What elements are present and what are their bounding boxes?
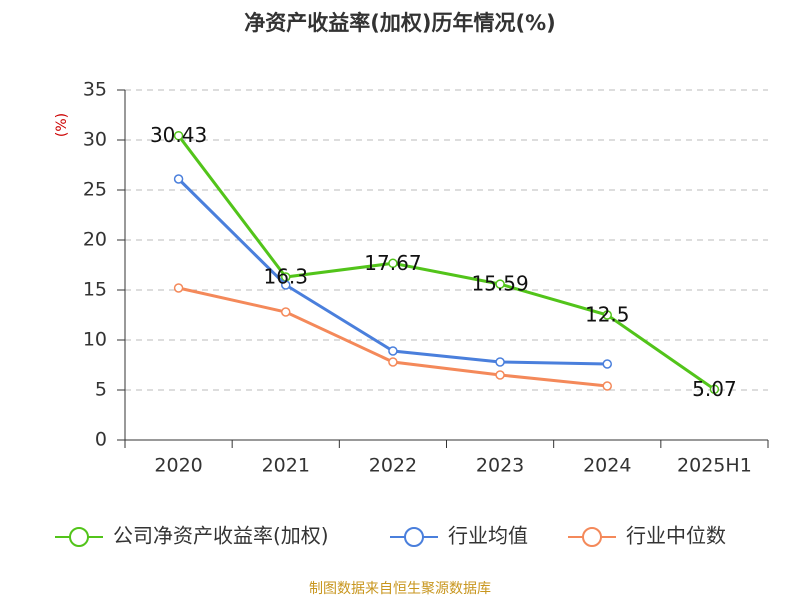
- y-tick-label: 25: [83, 179, 107, 201]
- y-tick-label: 0: [95, 429, 107, 451]
- y-tick-label: 35: [83, 79, 107, 101]
- point: [602, 359, 612, 369]
- point: [173, 283, 184, 293]
- point: [173, 130, 184, 141]
- x-tick-label: 2022: [369, 455, 417, 477]
- data-label: 5.07: [692, 377, 737, 401]
- data-label: 30.43: [150, 123, 207, 147]
- x-tick-label: 2021: [262, 455, 310, 477]
- y-axis-label: (%): [54, 113, 70, 137]
- y-tick-label: 15: [83, 279, 107, 301]
- x-tick-label: 2020: [154, 455, 202, 477]
- point: [281, 280, 291, 290]
- point: [709, 384, 720, 395]
- y-tick-label: 20: [83, 229, 107, 251]
- legend-label: 行业中位数: [626, 524, 726, 548]
- point: [495, 279, 505, 289]
- series-line: [177, 134, 716, 391]
- data-label: 12.5: [585, 303, 630, 327]
- legend-label: 行业均值: [448, 524, 528, 548]
- point: [388, 357, 398, 367]
- x-tick-label: 2023: [476, 455, 524, 477]
- legend-label: 公司净资产收益率(加权): [113, 524, 329, 548]
- y-tick-label: 30: [83, 129, 107, 151]
- y-tick-label: 10: [83, 329, 107, 351]
- data-label: 16.3: [263, 265, 308, 289]
- point: [388, 258, 398, 269]
- x-tick-label: 2024: [583, 455, 631, 477]
- point: [388, 346, 398, 356]
- legend-marker: [404, 527, 424, 547]
- y-tick-label: 5: [95, 379, 107, 401]
- point: [602, 381, 612, 391]
- legend-marker: [69, 527, 89, 547]
- legend-marker: [582, 527, 602, 547]
- point: [173, 174, 184, 184]
- point: [495, 357, 505, 367]
- point: [602, 310, 612, 320]
- point: [495, 370, 505, 380]
- point: [281, 307, 291, 317]
- data-label: 15.59: [471, 272, 528, 296]
- x-tick-label: 2025H1: [677, 455, 752, 477]
- source-note: 制图数据来自恒生聚源数据库: [309, 581, 491, 597]
- chart-title: 净资产收益率(加权)历年情况(%): [244, 11, 555, 35]
- series-line: [178, 286, 608, 388]
- data-label: 17.67: [364, 251, 421, 275]
